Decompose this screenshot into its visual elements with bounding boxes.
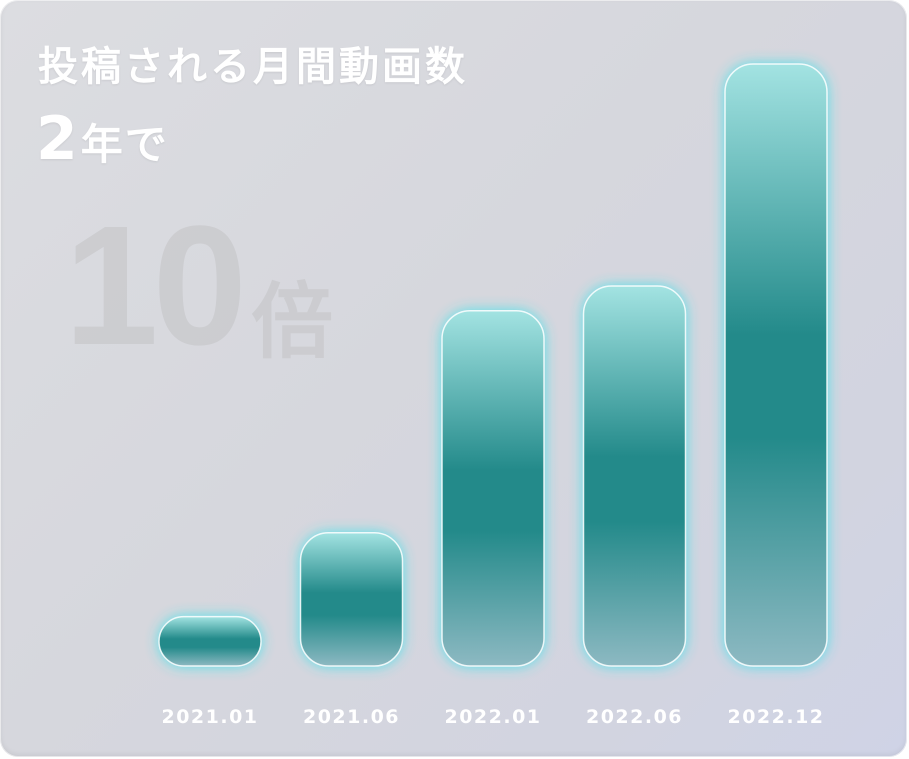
bar-2022.01 <box>441 309 545 667</box>
chart-title: 投稿される月間動画数 <box>38 44 468 90</box>
bar-2022.06 <box>582 285 687 667</box>
highlight-unit: 倍 <box>251 275 334 370</box>
x-tick-label: 2022.06 <box>586 706 683 728</box>
x-tick-label: 2021.01 <box>161 706 258 728</box>
category-labels: 2021.01 2021.06 2022.01 2022.06 2022.12 <box>161 706 824 728</box>
chart-subtitle: 2年で <box>36 104 169 174</box>
bars-layer <box>158 63 828 667</box>
bar-2022.12 <box>724 63 828 667</box>
subtitle-unit: 年で <box>80 120 169 169</box>
bar-2021.01 <box>158 615 262 667</box>
highlight-number: 10 <box>64 191 247 381</box>
highlight-watermark: 10 倍 <box>64 188 333 384</box>
x-tick-label: 2021.06 <box>303 706 400 728</box>
x-tick-label: 2022.12 <box>727 706 824 728</box>
subtitle-number: 2 <box>36 104 79 174</box>
x-tick-label: 2022.01 <box>444 706 541 728</box>
bar-2021.06 <box>299 532 404 667</box>
